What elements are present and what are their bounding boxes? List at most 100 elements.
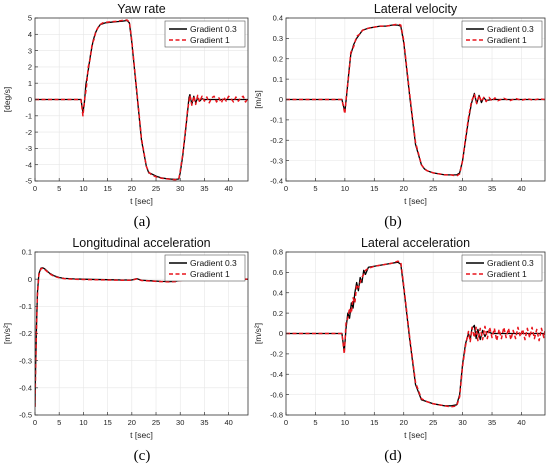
legend-entry-2: Gradient 1 [190,35,230,45]
y-tick-label: 2 [28,63,32,72]
chart-panel-4: 0 5 10 15 20 25 30 35 40 -0.8 -0.6 -0.4 -0.2 0 0.2 0.4 0… [253,236,546,440]
y-tick-label: -0.8 [270,411,283,420]
x-axis-label: t [sec] [404,430,427,440]
x-tick-label: 20 [128,418,136,427]
x-tick-label: 0 [284,418,288,427]
y-tick-label: 0.1 [22,248,32,257]
y-tick-label: -0.3 [270,156,283,165]
legend-box [461,20,543,48]
y-tick-label: -0.2 [19,329,32,338]
x-tick-label: 25 [429,184,437,193]
x-tick-label: 25 [152,184,160,193]
x-tick-label: 0 [284,184,288,193]
x-tick-label: 25 [152,418,160,427]
x-tick-label: 5 [57,418,61,427]
x-tick-label: 20 [400,418,408,427]
chart-panel-3: 0 5 10 15 20 25 30 35 40 -0.5 -0.4 -0.3 -0.2 -0.1 0 0.1… [2,236,249,440]
panel-label-c: (c) [133,448,151,464]
y-tick-label: -2 [25,128,32,137]
panel-label-a: (a) [133,214,151,230]
y-axis-label: [m/s] [253,90,263,108]
x-tick-label: 30 [176,418,184,427]
legend-box [164,20,246,48]
series-line-2 [35,19,248,181]
x-tick-label: 10 [79,418,87,427]
y-tick-label: -0.3 [19,356,32,365]
y-tick-label: 0.1 [273,75,283,84]
x-tick-label: 30 [176,184,184,193]
legend-entry-2: Gradient 1 [487,269,527,279]
chart-panel-1: 0 5 10 15 20 25 30 35 40 -5 -4 -3 -2 -1 0 1 2 3 4 5 Yaw rate… [2,2,249,206]
x-tick-label: 15 [370,418,378,427]
y-tick-label: 0 [279,329,283,338]
legend-entry-2: Gradient 1 [487,35,527,45]
y-tick-label: 0 [28,95,32,104]
y-tick-label: -0.2 [270,350,283,359]
series-line-2 [286,23,545,177]
y-axis-label: [m/s²] [253,323,263,344]
y-tick-label: 0.2 [273,309,283,318]
legend-entry-1: Gradient 0.3 [190,24,237,34]
x-tick-label: 35 [488,184,496,193]
x-axis-label: t [sec] [404,196,427,206]
y-tick-label: 0.4 [273,14,283,23]
x-tick-label: 40 [517,184,525,193]
x-tick-label: 20 [400,184,408,193]
x-tick-label: 15 [103,418,111,427]
x-tick-label: 10 [341,184,349,193]
x-tick-label: 5 [57,184,61,193]
y-tick-label: 0.2 [273,54,283,63]
series-line-2 [35,267,248,407]
x-tick-label: 15 [103,184,111,193]
y-tick-label: -3 [25,144,32,153]
chart-panel-2: 0 5 10 15 20 25 30 35 40 -0.4 -0.3 -0.2 -0.1 0 0.1 0.2 0… [253,2,546,206]
y-tick-label: 0 [279,95,283,104]
legend-entry-1: Gradient 0.3 [487,258,534,268]
legend-box [164,254,246,282]
y-tick-label: -0.6 [270,390,283,399]
panel-label-d: (d) [384,448,402,464]
legend-box [461,254,543,282]
chart-title: Yaw rate [117,2,165,16]
x-axis-label: t [sec] [130,196,153,206]
x-tick-label: 30 [458,418,466,427]
y-tick-label: -5 [25,177,32,186]
x-tick-label: 10 [341,418,349,427]
x-tick-label: 0 [33,418,37,427]
x-tick-label: 30 [458,184,466,193]
x-tick-label: 35 [200,184,208,193]
y-axis-label: [deg/s] [2,87,12,113]
y-tick-label: -0.4 [270,177,283,186]
y-tick-label: 0.8 [273,248,283,257]
x-tick-label: 35 [488,418,496,427]
y-tick-label: -0.5 [19,411,32,420]
y-tick-label: -4 [25,160,32,169]
x-tick-label: 5 [313,418,317,427]
y-tick-label: 0 [28,275,32,284]
x-tick-label: 15 [370,184,378,193]
y-tick-label: 0.4 [273,288,283,297]
y-tick-label: -0.2 [270,136,283,145]
y-tick-label: 3 [28,46,32,55]
y-tick-label: -0.4 [270,370,283,379]
y-tick-label: 5 [28,14,32,23]
x-tick-label: 35 [200,418,208,427]
x-tick-label: 20 [128,184,136,193]
chart-title: Longitudinal acceleration [72,236,210,250]
chart-title: Lateral acceleration [361,236,470,250]
x-tick-label: 40 [224,418,232,427]
y-tick-label: 0.6 [273,268,283,277]
x-tick-label: 10 [79,184,87,193]
chart-title: Lateral velocity [374,2,458,16]
y-tick-label: -0.1 [270,116,283,125]
x-tick-label: 5 [313,184,317,193]
y-tick-label: -0.1 [19,302,32,311]
y-tick-label: 4 [28,30,32,39]
panel-label-b: (b) [384,214,402,230]
y-tick-label: 0.3 [273,34,283,43]
series-line-2 [286,260,545,408]
